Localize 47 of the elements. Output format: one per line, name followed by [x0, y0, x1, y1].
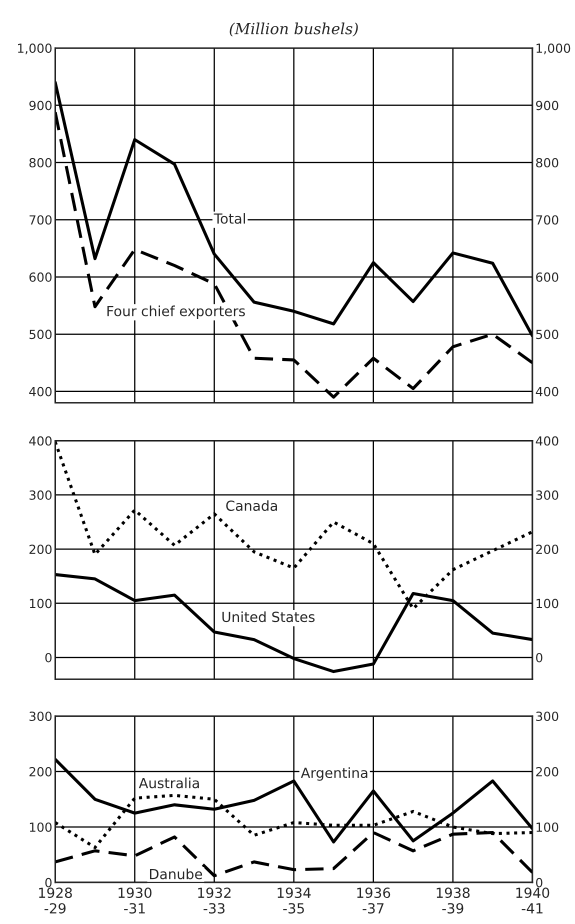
y-tick-label: 300	[30, 490, 52, 500]
y2-tick-label: 200	[536, 767, 558, 776]
y2-tick-label: 300	[536, 490, 558, 500]
y2-tick-label: 100	[536, 598, 558, 608]
y-tick-label: 400	[29, 386, 52, 396]
x-tick-label: 1934 -35	[278, 888, 311, 914]
y-tick-label: 0	[45, 878, 52, 888]
y2-tick-label: 800	[536, 158, 558, 168]
y-tick-label: 700	[30, 215, 52, 225]
y2-tick-label: 200	[536, 544, 558, 554]
x-tick-label: 1936 -37	[357, 888, 390, 914]
y2-tick-label: 1,000	[536, 44, 570, 54]
series-label: Canada	[226, 500, 277, 511]
y-tick-label: 100	[30, 598, 52, 608]
series-label: Argentina	[300, 767, 368, 781]
y2-tick-label: 900	[536, 100, 558, 110]
y2-tick-label: 100	[536, 822, 558, 832]
x-tick-label: 1932 -33	[198, 888, 231, 914]
x-tick-label: 1930 -31	[118, 888, 152, 914]
series-label: United States	[222, 611, 315, 622]
y2-tick-label: 400	[536, 436, 558, 446]
y2-tick-label: 0	[536, 878, 542, 888]
y2-tick-label: 600	[536, 272, 558, 282]
y2-tick-label: 700	[536, 215, 558, 225]
x-tick-label: 1928 -29	[39, 888, 72, 914]
series-label: Australia	[138, 778, 199, 788]
y-tick-label: 400	[29, 436, 52, 446]
y-tick-label: 200	[29, 544, 52, 554]
y2-tick-label: 0	[536, 652, 542, 662]
y2-tick-label: 500	[536, 330, 558, 340]
y-tick-label: 300	[30, 712, 52, 722]
y-tick-label: 600	[29, 272, 52, 282]
y-tick-label: 1,000	[18, 44, 52, 54]
y2-tick-label: 400	[536, 386, 558, 396]
y2-tick-label: 300	[536, 712, 558, 722]
series-label: Four chief exporters	[107, 306, 245, 319]
x-tick-label: 1938 -39	[436, 888, 470, 914]
y-tick-label: 200	[29, 767, 52, 776]
series-label: Total	[214, 213, 245, 224]
y-tick-label: 0	[45, 652, 52, 662]
y-tick-label: 800	[29, 158, 52, 168]
chart-title: (Million bushels)	[230, 22, 358, 37]
y-tick-label: 100	[30, 822, 52, 832]
y-tick-label: 500	[30, 330, 52, 340]
series-label: Danube	[150, 868, 202, 880]
x-tick-label: 1940 -41	[516, 888, 550, 914]
y-tick-label: 900	[29, 100, 52, 110]
